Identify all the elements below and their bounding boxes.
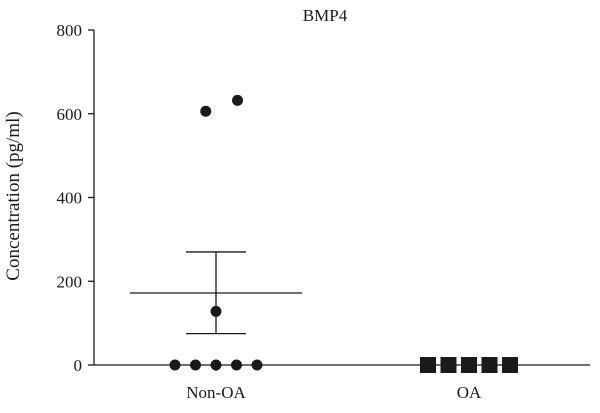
y-axis-label: Concentration (pg/ml) [3, 111, 24, 280]
data-points [169, 94, 518, 373]
y-tick-label: 0 [74, 356, 83, 375]
data-point-square [440, 357, 457, 373]
x-tick-label: Non-OA [186, 383, 246, 402]
y-tick-label: 200 [57, 272, 83, 291]
y-tick-label: 800 [57, 21, 83, 40]
data-point-square [461, 357, 477, 373]
data-point-circle [210, 359, 222, 371]
error-bars [130, 251, 302, 335]
chart-title: BMP4 [303, 6, 348, 25]
y-ticks: 0 200 400 600 800 [57, 21, 94, 375]
data-point-square [481, 357, 498, 373]
data-point-circle [232, 94, 244, 106]
data-point-circle [231, 359, 242, 371]
data-point-square [502, 357, 518, 373]
y-tick-label: 600 [57, 105, 83, 124]
data-point-circle [200, 105, 212, 117]
x-ticks: Non-OA OA [186, 365, 482, 402]
data-point-circle [190, 359, 201, 371]
y-tick-label: 400 [57, 189, 83, 208]
x-tick-label: OA [457, 383, 482, 402]
data-point-circle [251, 359, 263, 371]
data-point-circle [169, 359, 181, 371]
data-point-square [420, 357, 436, 373]
data-point-circle [210, 305, 222, 317]
axes [93, 30, 590, 366]
